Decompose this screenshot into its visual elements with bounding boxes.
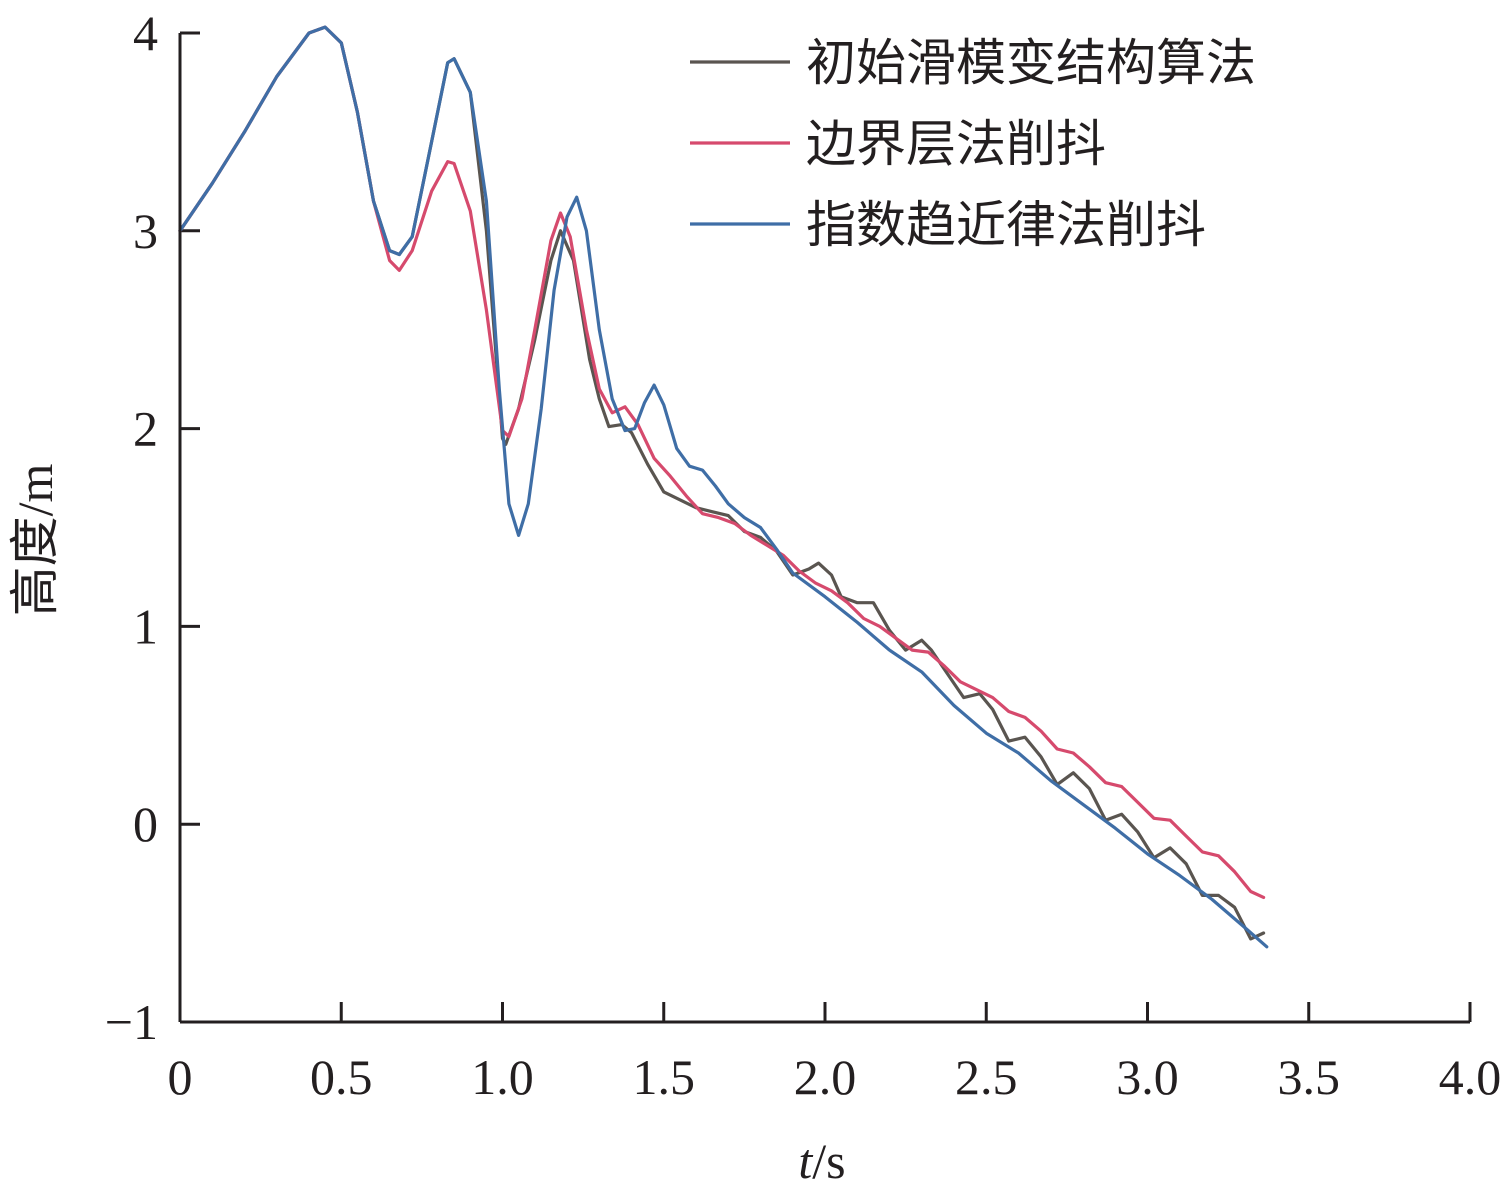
x-axis-title-unit: /s — [812, 1133, 845, 1187]
x-axis-title-variable: t — [798, 1133, 813, 1187]
y-tick-label: 3 — [133, 203, 158, 259]
series-line-boundary-layer — [178, 25, 1266, 899]
x-tick-label: 1.5 — [633, 1049, 696, 1105]
x-tick-label: 3.5 — [1278, 1049, 1341, 1105]
series-line-exponential-reaching — [178, 25, 1269, 949]
y-tick-label: 4 — [133, 5, 158, 61]
x-tick-label: 0 — [168, 1049, 193, 1105]
x-tick-label: 2.0 — [794, 1049, 857, 1105]
x-axis-title: t/s — [798, 1133, 845, 1187]
legend-label-exponential-reaching: 指数趋近律法削抖 — [806, 196, 1206, 254]
x-tick-label: 1.0 — [471, 1049, 534, 1105]
legend-label-initial: 初始滑模变结构算法 — [806, 34, 1256, 92]
x-tick-label: 0.5 — [310, 1049, 373, 1105]
y-tick-label: 0 — [133, 796, 158, 852]
y-tick-label: 2 — [133, 401, 158, 457]
x-tick-label: 3.0 — [1116, 1049, 1179, 1105]
y-axis-ticks: −1 0 1 2 3 4 — [105, 5, 200, 1050]
plot-area — [178, 25, 1269, 949]
legend-label-boundary-layer: 边界层法削抖 — [806, 115, 1106, 173]
x-tick-label: 4.0 — [1439, 1049, 1502, 1105]
x-axis-ticks: 0 0.5 1.0 1.5 2.0 2.5 3.0 3.5 4.0 — [168, 1002, 1502, 1105]
y-axis-title: 高度/m — [7, 464, 63, 617]
y-tick-label: −1 — [105, 994, 158, 1050]
x-tick-label: 2.5 — [955, 1049, 1018, 1105]
y-tick-label: 1 — [133, 598, 158, 654]
